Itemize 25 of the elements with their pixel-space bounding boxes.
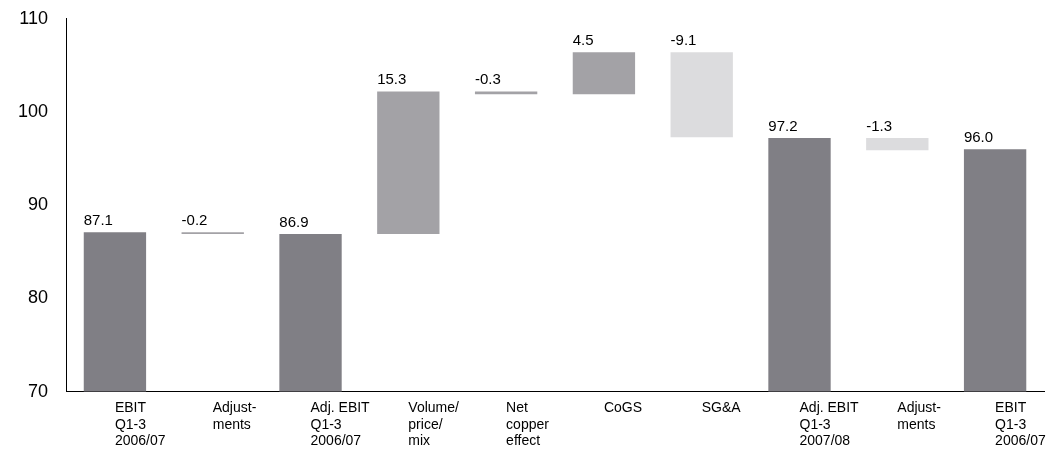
data-label: 96.0 (963, 127, 994, 145)
y-tick-label: 70 (28, 380, 49, 401)
data-label: -9.1 (670, 30, 697, 48)
x-tick-label: Adjust- ments (897, 398, 942, 432)
y-tick-label: 80 (28, 287, 49, 308)
x-tick-label: Volume/ price/ mix (408, 398, 460, 449)
x-tick-label: Adj. EBIT Q1-3 2006/07 (310, 398, 371, 449)
x-tick-label: Adjust- ments (212, 398, 257, 432)
data-label: 87.1 (83, 210, 113, 228)
data-label: 15.3 (377, 70, 407, 88)
x-tick-label: EBIT Q1-3 2006/07 (114, 398, 166, 449)
x-tick-label: CoGS (603, 398, 643, 415)
data-label: -0.3 (474, 70, 501, 88)
x-tick-label: EBIT Q1-3 2006/07 (995, 398, 1046, 449)
data-label: 4.5 (572, 30, 594, 48)
data-label: -0.2 (181, 210, 208, 228)
data-label: -1.3 (866, 116, 892, 134)
y-tick-label: 90 (28, 194, 49, 215)
y-tick-label: 100 (17, 100, 49, 121)
data-label: 97.2 (768, 116, 798, 134)
x-tick-label: Net copper effect (506, 398, 550, 449)
x-tick-label: Adj. EBIT Q1-3 2007/08 (799, 398, 860, 449)
y-tick-label: 110 (19, 7, 49, 28)
x-tick-label: SG&A (701, 398, 742, 415)
data-label: 86.9 (279, 212, 309, 230)
